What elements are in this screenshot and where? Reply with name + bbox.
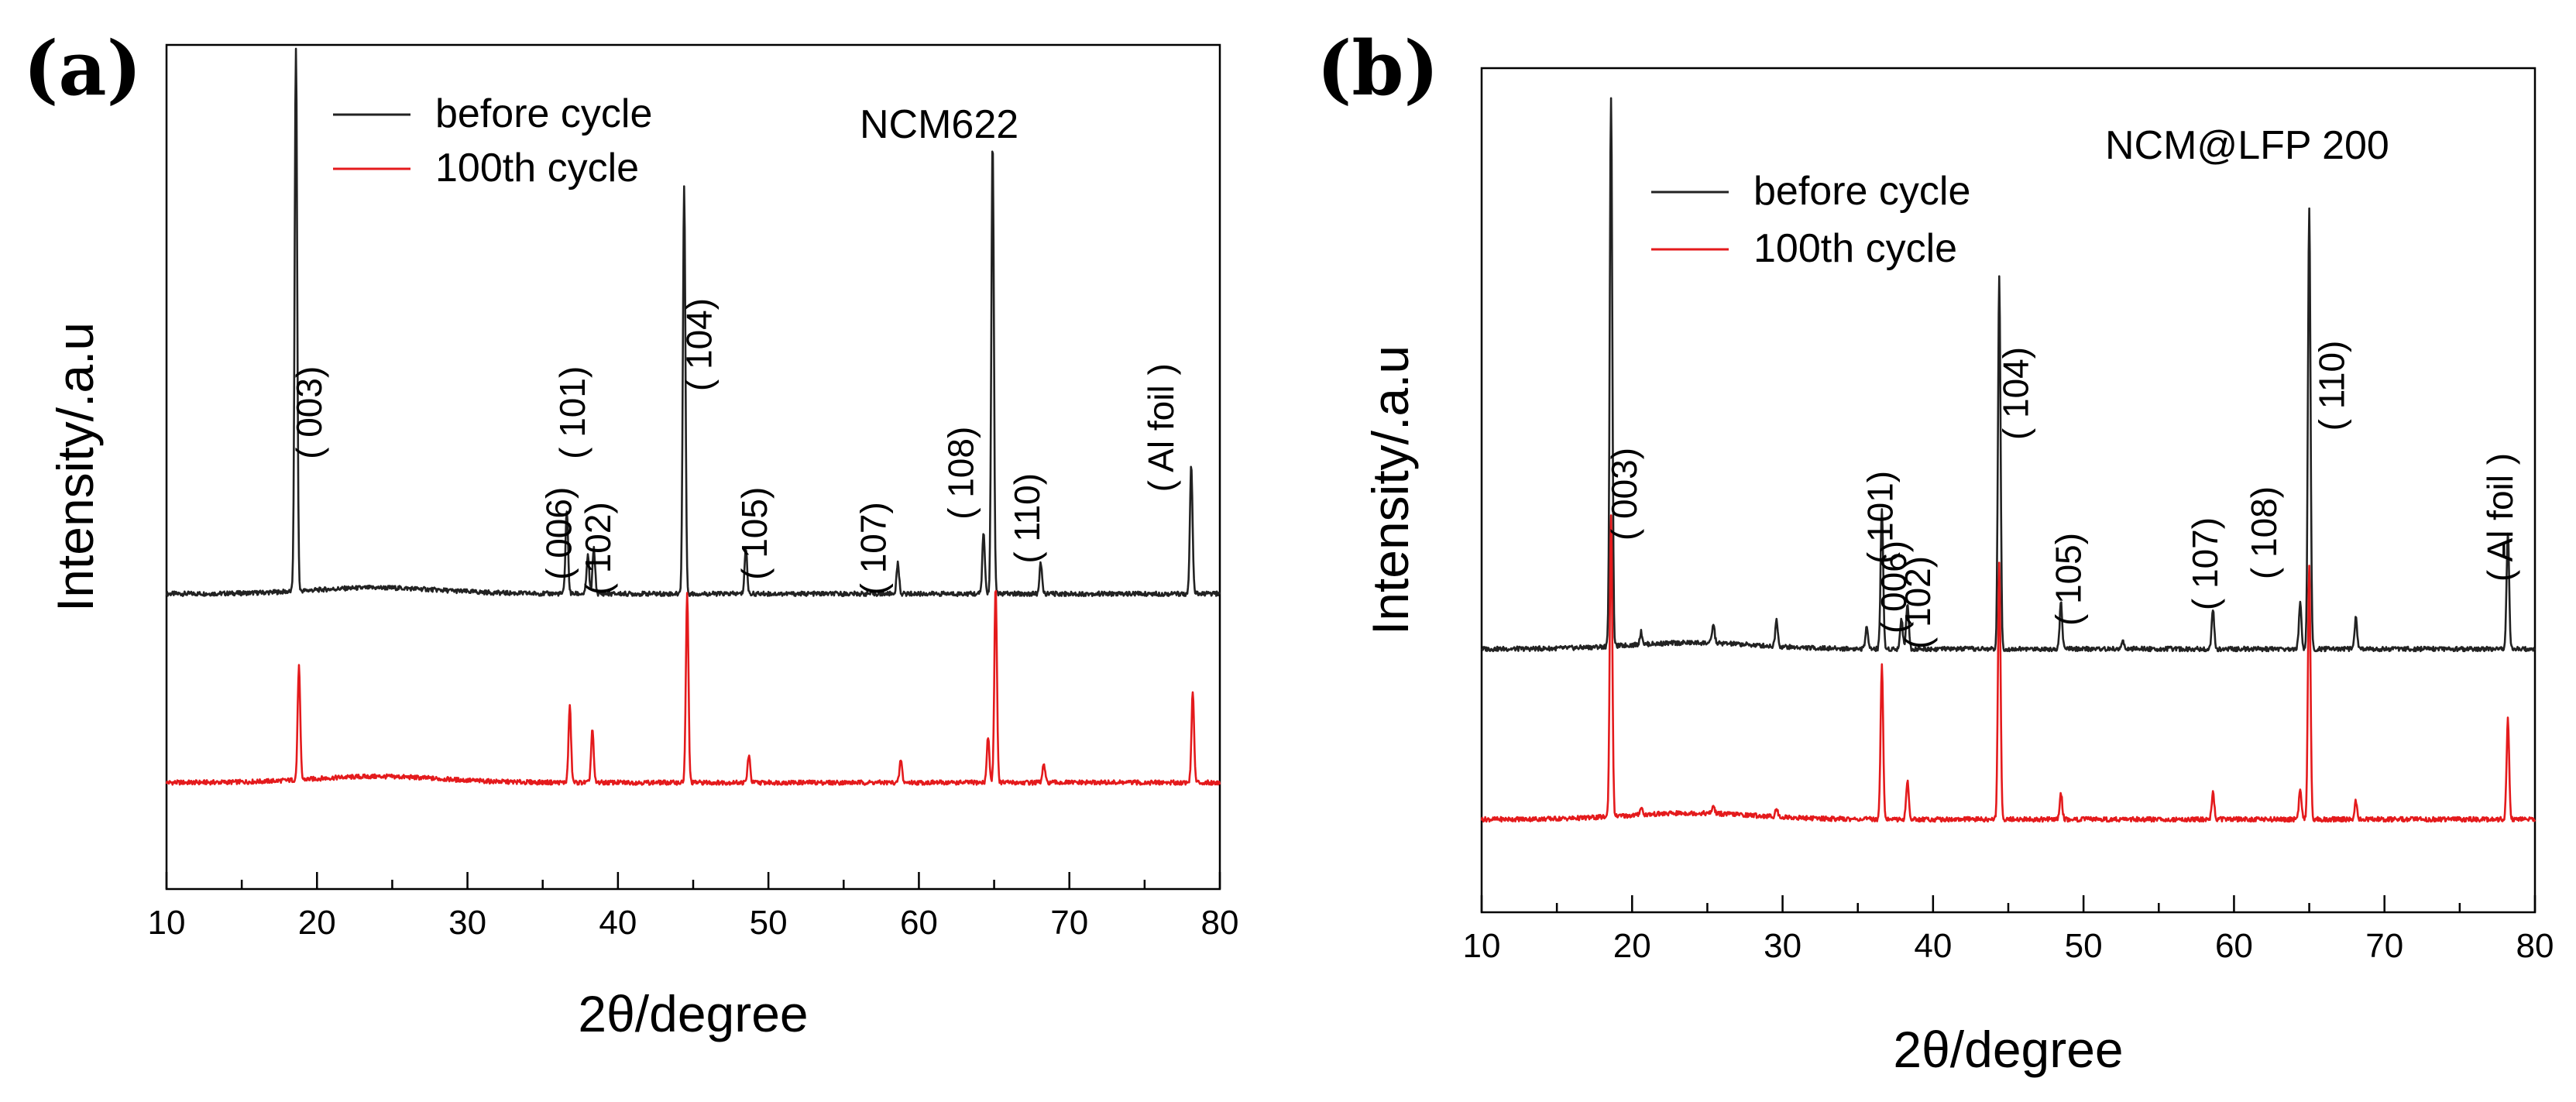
- legend-label-100th-cycle-b: 100th cycle: [1753, 226, 1957, 271]
- panel-b-sample-label: NCM@LFP 200: [2105, 123, 2389, 168]
- panel-a-sample-label: NCM622: [860, 102, 1018, 147]
- peak-label: ( Al foil ): [2480, 453, 2520, 582]
- panel-a-frame: [165, 43, 1221, 891]
- panel-b-series: [1480, 97, 2537, 823]
- peak-label: ( 110): [1007, 473, 1047, 564]
- x-tick-label: 70: [1050, 904, 1088, 942]
- legend-label-100th-cycle-a: 100th cycle: [435, 146, 639, 191]
- x-tick-label: 60: [900, 904, 938, 942]
- peak-label: ( 006): [1874, 541, 1914, 633]
- legend-label-before-cycle-a: before cycle: [435, 91, 652, 136]
- peak-label: ( 102): [578, 502, 618, 595]
- x-tick-label: 80: [1201, 904, 1239, 942]
- series-line-before-cycle: [1481, 97, 2536, 653]
- x-tick-label: 30: [448, 904, 486, 942]
- series-line-100th-cycle: [165, 589, 1221, 786]
- panel-b-y-axis-title: Intensity/.a.u: [1362, 345, 1419, 635]
- x-tick-label: 80: [2516, 927, 2554, 965]
- panel-a-x-axis-title: 2θ/degree: [578, 985, 808, 1042]
- panel-b-legend: before cycle 100th cycle: [1651, 169, 1970, 271]
- panel-b-x-axis-title: 2θ/degree: [1893, 1021, 2123, 1078]
- peak-label: ( 107): [2185, 517, 2225, 610]
- x-tick-label: 70: [2365, 927, 2403, 965]
- peak-label: ( 104): [678, 298, 719, 391]
- x-tick-label: 50: [750, 904, 788, 942]
- peak-label: ( 107): [854, 502, 894, 595]
- legend-label-before-cycle-b: before cycle: [1753, 169, 1970, 214]
- peak-label: ( 110): [2311, 341, 2351, 431]
- x-tick-label: 50: [2065, 927, 2103, 965]
- x-tick-label: 20: [298, 904, 336, 942]
- x-tick-label: 30: [1764, 927, 1801, 965]
- panel-a-x-axis: 10 20 30 40 50 60 70 80: [148, 872, 1239, 942]
- x-tick-label: 20: [1613, 927, 1651, 965]
- series-line-100th-cycle: [1480, 514, 2537, 823]
- peak-label: ( 101): [1860, 471, 1900, 564]
- panel-b-peak-labels: ( 003) ( 101)( 006)( 102) ( 104) ( 105) ( 10…: [1604, 341, 2520, 649]
- peak-label: ( Al foil ): [1141, 363, 1181, 492]
- panel-b: (b) NCM@LFP 200 before cycle 100th cycle…: [1317, 25, 2554, 1078]
- panel-b-x-axis: 10 20 30 40 50 60 70 80: [1463, 895, 2554, 965]
- panel-a-peak-labels: ( 003) ( 101) ( 006)( 102) ( 104) ( 105) ( 10…: [289, 298, 1181, 595]
- peak-label: ( 102): [1898, 556, 1938, 649]
- x-tick-label: 10: [148, 904, 186, 942]
- peak-label: ( 003): [289, 366, 329, 459]
- x-tick-label: 40: [1914, 927, 1952, 965]
- peak-label: ( 003): [1604, 448, 1644, 541]
- peak-label: ( 101): [552, 366, 592, 459]
- panel-a-label: (a): [23, 25, 142, 112]
- panel-a: (a) NCM622 before cycle 100th cycle ( 00…: [23, 25, 1238, 1042]
- x-tick-label: 10: [1463, 927, 1501, 965]
- peak-label: ( 108): [2244, 486, 2284, 579]
- series-line-before-cycle: [165, 47, 1221, 597]
- panel-a-series: [165, 47, 1221, 786]
- x-tick-label: 60: [2215, 927, 2253, 965]
- panel-b-label: (b): [1317, 25, 1439, 112]
- peak-label: ( 108): [940, 427, 981, 520]
- panel-a-legend: before cycle 100th cycle: [333, 91, 652, 191]
- x-tick-label: 40: [599, 904, 637, 942]
- peak-label: ( 105): [2048, 533, 2088, 626]
- peak-label: ( 105): [734, 487, 775, 580]
- peak-label: ( 104): [1995, 347, 2035, 440]
- panel-a-y-axis-title: Intensity/.a.u: [46, 322, 104, 612]
- peak-label: ( 006): [539, 487, 579, 580]
